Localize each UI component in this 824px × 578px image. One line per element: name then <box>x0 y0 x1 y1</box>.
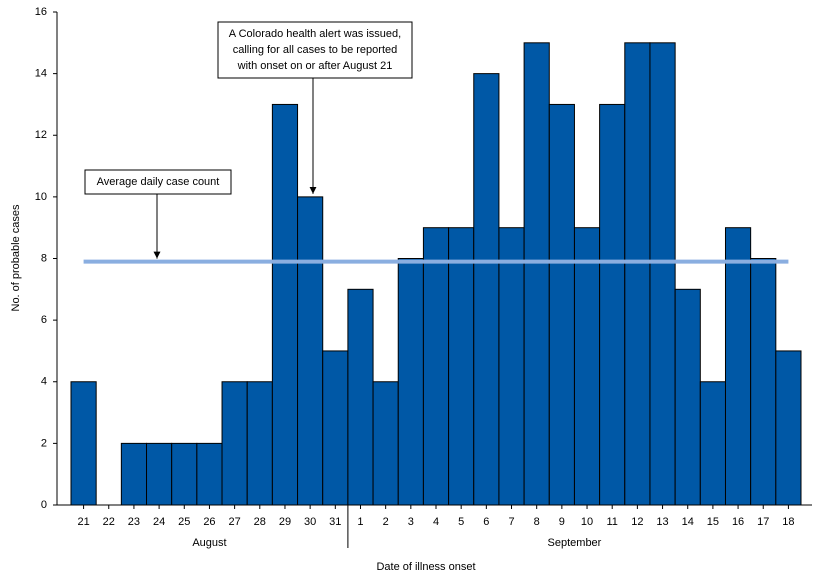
x-tick-label: 5 <box>458 516 464 528</box>
y-tick-label: 6 <box>41 314 47 326</box>
group-label: August <box>192 537 226 549</box>
x-tick-label: 29 <box>279 516 291 528</box>
bar <box>775 350 802 506</box>
y-tick-label: 10 <box>35 191 47 203</box>
bar <box>523 42 550 506</box>
bar <box>372 381 399 506</box>
annotation-box <box>217 21 413 79</box>
x-tick-label: 1 <box>357 516 363 528</box>
annotation-box <box>84 169 232 195</box>
x-tick-label: 3 <box>408 516 414 528</box>
x-tick-label: 23 <box>128 516 140 528</box>
bar <box>724 227 752 506</box>
y-tick-label: 4 <box>41 376 47 388</box>
x-tick-label: 24 <box>153 516 165 528</box>
bar <box>70 381 97 506</box>
bar <box>624 42 651 506</box>
y-axis-label: No. of probable cases <box>10 204 22 312</box>
group-label: September <box>548 537 602 549</box>
x-tick-label: 17 <box>757 516 769 528</box>
bar <box>347 288 374 506</box>
y-tick-label: 2 <box>41 437 47 449</box>
bar <box>473 73 500 506</box>
x-tick-label: 30 <box>304 516 316 528</box>
bar <box>548 103 575 506</box>
annotation-text: A Colorado health alert was issued, <box>229 28 401 40</box>
bar <box>196 442 223 506</box>
bar <box>246 381 273 506</box>
annotation-text: with onset on or after August 21 <box>237 60 393 72</box>
y-tick-label: 16 <box>35 6 47 18</box>
y-tick-label: 8 <box>41 252 47 264</box>
x-tick-label: 11 <box>606 516 617 528</box>
x-tick-label: 27 <box>228 516 240 528</box>
x-tick-label: 13 <box>656 516 668 528</box>
bar <box>674 288 701 506</box>
x-tick-label: 18 <box>782 516 794 528</box>
x-tick-label: 2 <box>383 516 389 528</box>
x-tick-label: 14 <box>682 516 694 528</box>
bar <box>171 442 198 506</box>
bar <box>573 227 601 506</box>
x-tick-label: 7 <box>508 516 514 528</box>
bar <box>599 103 626 506</box>
annotation-text: calling for all cases to be reported <box>233 44 397 56</box>
bar <box>422 227 450 506</box>
x-tick-label: 4 <box>433 516 439 528</box>
x-tick-label: 31 <box>329 516 341 528</box>
bar <box>699 381 726 506</box>
x-tick-label: 21 <box>77 516 89 528</box>
bar <box>120 442 148 506</box>
bar <box>322 350 349 506</box>
x-tick-label: 16 <box>732 516 744 528</box>
x-tick-label: 22 <box>103 516 115 528</box>
y-tick-label: 0 <box>41 499 47 511</box>
bar <box>297 196 324 506</box>
x-tick-label: 6 <box>483 516 489 528</box>
bar <box>649 42 676 506</box>
bar <box>448 227 475 506</box>
annotation-text: Average daily case count <box>97 176 220 188</box>
x-tick-label: 15 <box>707 516 719 528</box>
bar <box>750 258 777 506</box>
x-axis-label: Date of illness onset <box>376 561 475 573</box>
bar <box>221 381 248 506</box>
y-tick-label: 14 <box>35 68 47 80</box>
x-tick-label: 10 <box>581 516 593 528</box>
x-tick-label: 12 <box>631 516 643 528</box>
x-tick-label: 9 <box>559 516 565 528</box>
x-tick-label: 8 <box>534 516 540 528</box>
bar <box>498 227 525 506</box>
x-tick-label: 28 <box>254 516 266 528</box>
x-tick-label: 25 <box>178 516 190 528</box>
x-tick-label: 26 <box>203 516 215 528</box>
bar <box>271 103 299 506</box>
y-tick-label: 12 <box>35 129 47 141</box>
bar <box>146 442 173 506</box>
bar <box>397 258 424 506</box>
